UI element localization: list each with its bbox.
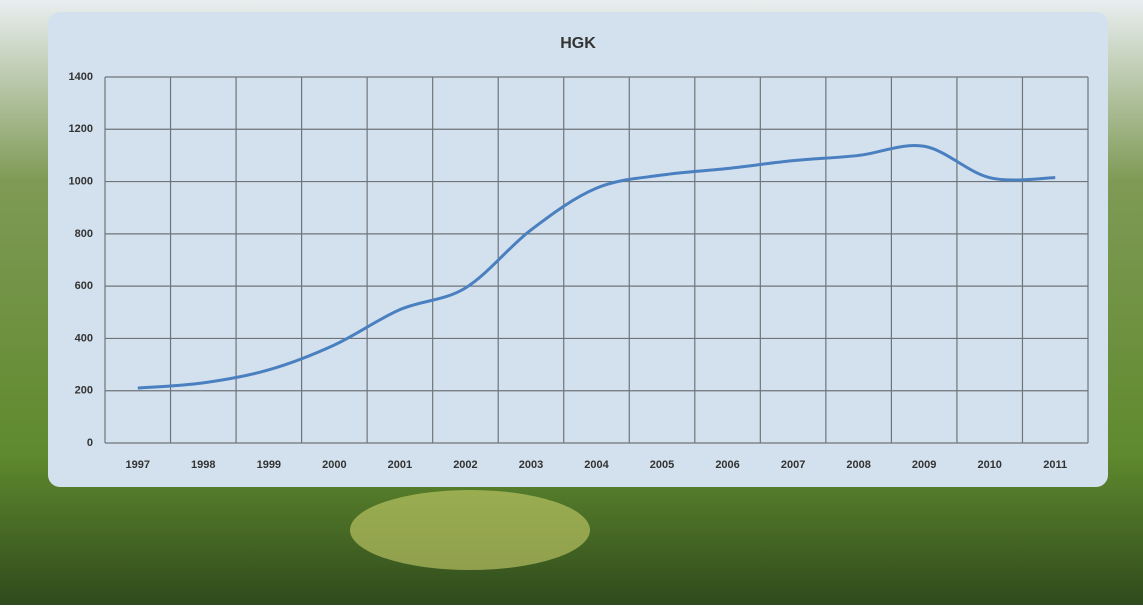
background-highlight bbox=[350, 490, 590, 570]
y-tick-label: 200 bbox=[75, 385, 93, 397]
x-tick-label: 1998 bbox=[191, 459, 215, 471]
y-tick-label: 600 bbox=[75, 280, 93, 292]
chart: HGK 0 200 400 600 800 1000 1200 1400 1997 1998 199… bbox=[0, 0, 1143, 605]
page: {"chart_data": {"type": "line", "title":… bbox=[0, 0, 1143, 605]
y-tick-label: 1200 bbox=[69, 123, 93, 135]
y-tick-label: 800 bbox=[75, 228, 93, 240]
x-tick-label: 2000 bbox=[322, 459, 346, 471]
x-tick-label: 2008 bbox=[846, 459, 870, 471]
x-tick-label: 2010 bbox=[977, 459, 1001, 471]
y-tick-label: 1000 bbox=[69, 175, 93, 187]
chart-title: HGK bbox=[560, 35, 596, 52]
x-tick-label: 2001 bbox=[388, 459, 412, 471]
x-tick-label: 2005 bbox=[650, 459, 674, 471]
x-tick-label: 2004 bbox=[584, 459, 609, 471]
x-tick-label: 2002 bbox=[453, 459, 477, 471]
x-tick-label: 2007 bbox=[781, 459, 805, 471]
y-tick-label: 0 bbox=[87, 437, 93, 449]
x-tick-label: 2006 bbox=[715, 459, 739, 471]
x-tick-label: 2003 bbox=[519, 459, 543, 471]
y-tick-label: 400 bbox=[75, 332, 93, 344]
x-tick-label: 1999 bbox=[257, 459, 281, 471]
y-tick-label: 1400 bbox=[69, 71, 93, 83]
x-tick-label: 1997 bbox=[126, 459, 150, 471]
x-tick-label: 2009 bbox=[912, 459, 936, 471]
chart-panel bbox=[48, 12, 1108, 487]
x-tick-label: 2011 bbox=[1043, 459, 1067, 471]
